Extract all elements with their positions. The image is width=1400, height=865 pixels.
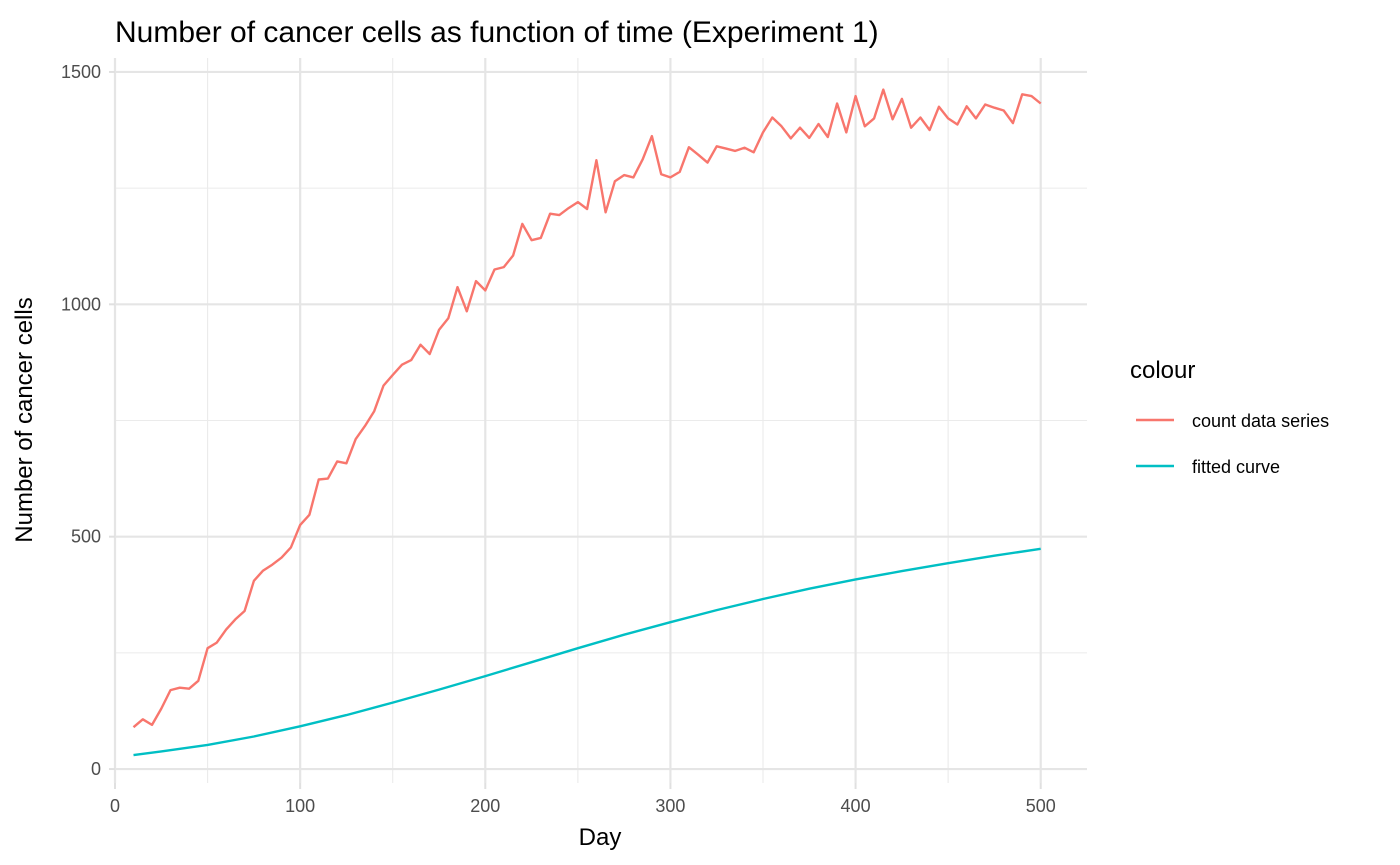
series-line-count-data-series — [132, 88, 1042, 729]
x-tick-label: 400 — [841, 796, 871, 816]
x-tick-label: 300 — [655, 796, 685, 816]
series-layer — [132, 88, 1042, 757]
x-tick-label: 500 — [1026, 796, 1056, 816]
y-axis-title: Number of cancer cells — [11, 297, 38, 542]
grid-major — [113, 58, 1087, 783]
y-tick-label: 0 — [91, 759, 101, 779]
axis-ticks — [109, 70, 1042, 789]
y-tick-label: 1000 — [61, 294, 101, 314]
x-tick-labels: 0 100 200 300 400 500 — [110, 796, 1056, 816]
legend-label-count-data-series: count data series — [1192, 411, 1329, 431]
chart-title: Number of cancer cells as function of ti… — [115, 16, 879, 49]
legend-label-fitted-curve: fitted curve — [1192, 457, 1280, 477]
y-tick-label: 500 — [71, 527, 101, 547]
grid-minor — [115, 58, 1087, 783]
legend-title: colour — [1130, 357, 1195, 384]
x-tick-label: 100 — [285, 796, 315, 816]
x-tick-label: 200 — [470, 796, 500, 816]
y-tick-labels: 0 500 1000 1500 — [61, 62, 101, 779]
x-axis-title: Day — [579, 824, 622, 851]
y-tick-label: 1500 — [61, 62, 101, 82]
x-tick-label: 0 — [110, 796, 120, 816]
legend: colour count data series fitted curve — [1130, 357, 1329, 477]
series-line-fitted-curve — [133, 547, 1041, 757]
